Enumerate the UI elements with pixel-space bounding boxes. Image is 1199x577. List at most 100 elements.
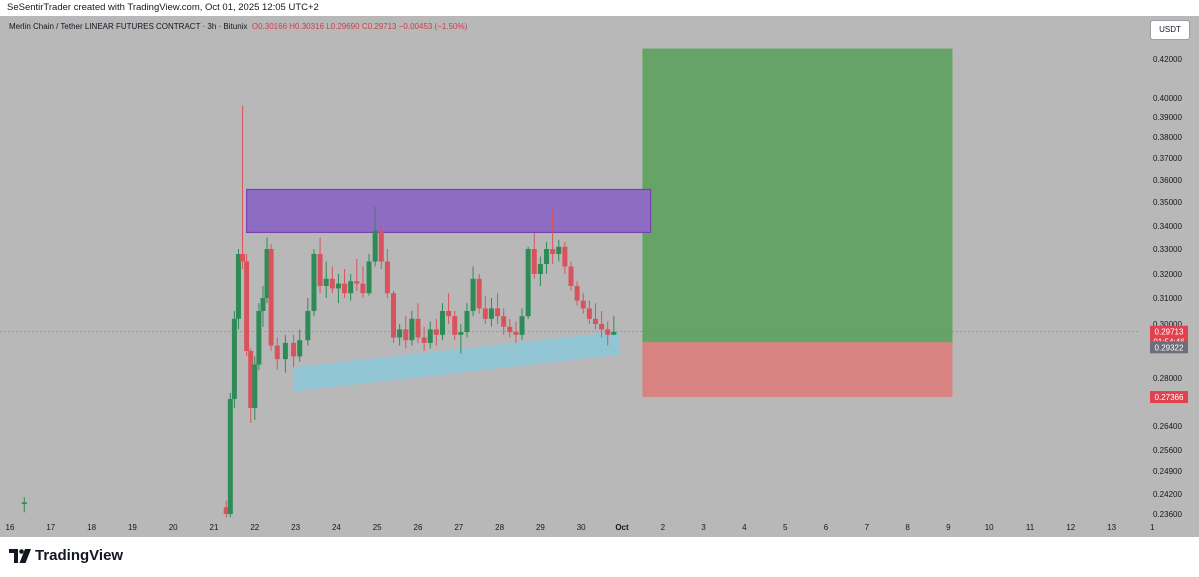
candle-body-10	[260, 298, 266, 311]
candle-body-67	[611, 331, 617, 335]
candle-body-65	[599, 324, 605, 330]
candle-body-38	[433, 329, 439, 335]
x-tick-label-28: 1	[1150, 523, 1155, 532]
y-tick-label-5: 0.36000	[1153, 176, 1182, 185]
last-price-label: 0.29713	[1155, 328, 1184, 337]
candle-body-27	[366, 261, 372, 294]
candle-body-48	[495, 308, 501, 317]
candle-body-5	[240, 254, 246, 262]
currency-button[interactable]: USDT	[1150, 20, 1190, 40]
candle-body-55	[537, 264, 543, 274]
support-channel	[293, 331, 620, 392]
candle-body-22	[335, 283, 341, 289]
x-tick-label-22: 8	[905, 523, 910, 532]
x-tick-label-12: 28	[495, 523, 504, 532]
x-tick-label-24: 10	[985, 523, 994, 532]
candle-body-24	[348, 281, 354, 294]
ohlc-high: H0.30316	[289, 22, 324, 31]
tradingview-brand: TradingView	[35, 547, 124, 564]
x-tick-label-13: 29	[536, 523, 545, 532]
candle-body-56	[544, 249, 550, 264]
candle-body-42	[458, 332, 464, 335]
y-tick-label-0: 0.42000	[1153, 55, 1182, 64]
candle-body-30	[384, 261, 390, 294]
candle-body-37	[427, 329, 433, 343]
y-tick-label-13: 0.26400	[1153, 422, 1182, 431]
x-tick-label-4: 20	[169, 523, 178, 532]
candle-body-4	[235, 254, 241, 319]
tradingview-logo-icon	[9, 549, 31, 563]
y-tick-label-7: 0.34000	[1153, 222, 1182, 231]
x-tick-label-19: 5	[783, 523, 788, 532]
y-tick-label-6: 0.35000	[1153, 198, 1182, 207]
x-tick-label-14: 30	[577, 523, 586, 532]
candle-body-59	[562, 246, 568, 267]
candle-body-45	[476, 278, 482, 309]
y-tick-label-1: 0.40000	[1153, 94, 1182, 103]
candle-body-11	[264, 249, 270, 298]
candle-body-51	[513, 332, 519, 335]
candle-body-58	[556, 246, 562, 254]
candle-body-12	[268, 249, 274, 346]
entry-price-label: 0.29322	[1155, 343, 1184, 352]
candle-body-2	[227, 399, 233, 514]
x-tick-label-2: 18	[87, 523, 96, 532]
x-tick-label-25: 11	[1026, 523, 1035, 532]
x-tick-label-18: 4	[742, 523, 747, 532]
ohlc-change: −0.00453 (−1.50%)	[398, 22, 468, 31]
candle-body-40	[446, 311, 452, 317]
candle-body-9	[256, 311, 262, 365]
candle-body-7	[248, 351, 254, 408]
chart-area[interactable]	[0, 16, 1199, 537]
y-tick-label-16: 0.24200	[1153, 490, 1182, 499]
candle-body-26	[360, 283, 366, 294]
x-tick-label-26: 12	[1066, 523, 1075, 532]
ohlc-open: O0.30166	[251, 22, 288, 31]
x-tick-label-6: 22	[250, 523, 259, 532]
candle-body-16	[297, 340, 303, 357]
candle-body-31	[391, 293, 397, 338]
x-tick-label-20: 6	[824, 523, 829, 532]
y-tick-label-9: 0.32000	[1153, 270, 1182, 279]
target-zone	[642, 48, 953, 343]
candle-body-13	[274, 345, 280, 360]
resistance-zone	[246, 188, 652, 234]
candle-body-20	[323, 278, 329, 286]
candle-body-0	[21, 502, 27, 504]
candle-body-36	[421, 337, 427, 343]
candle-body-63	[586, 308, 592, 319]
candle-body-19	[317, 254, 323, 286]
ohlc-close: C0.29713	[361, 22, 397, 31]
x-tick-label-23: 9	[946, 523, 951, 532]
price-chart[interactable]: 0.42000 0.40000 0.39000 0.38000 0.37000 0.360…	[0, 16, 1199, 537]
x-tick-label-21: 7	[865, 523, 870, 532]
footer	[0, 537, 1199, 577]
candle-body-64	[592, 318, 598, 324]
y-tick-label-8: 0.33000	[1153, 245, 1182, 254]
candle-body-17	[305, 311, 311, 341]
y-tick-label-17: 0.23600	[1153, 510, 1182, 519]
candle-body-29	[378, 230, 384, 262]
candle-body-52	[519, 316, 525, 335]
candle-body-34	[409, 318, 415, 341]
candle-body-15	[291, 342, 297, 357]
symbol-legend: Merlin Chain / Tether LINEAR FUTURES CON…	[9, 22, 467, 31]
candle-body-6	[244, 261, 250, 351]
stop-price-label: 0.27366	[1155, 393, 1184, 402]
candle-body-43	[464, 311, 470, 333]
candle-body-62	[580, 300, 586, 309]
chart-credit: SeSentirTrader created with TradingView.…	[7, 2, 319, 13]
x-tick-label-1: 17	[46, 523, 55, 532]
candle-body-35	[415, 318, 421, 338]
x-tick-label-16: 2	[661, 523, 666, 532]
x-tick-label-10: 26	[414, 523, 423, 532]
candle-body-44	[470, 278, 476, 311]
stop-zone	[642, 342, 953, 398]
candle-body-47	[488, 308, 494, 319]
entry-price-label-bg	[1150, 341, 1188, 354]
symbol-name: Merlin Chain / Tether LINEAR FUTURES CON…	[9, 22, 248, 31]
candle-body-61	[574, 286, 580, 301]
candle-body-66	[605, 329, 611, 335]
candle-body-14	[282, 342, 288, 360]
candle-body-1	[223, 507, 229, 514]
